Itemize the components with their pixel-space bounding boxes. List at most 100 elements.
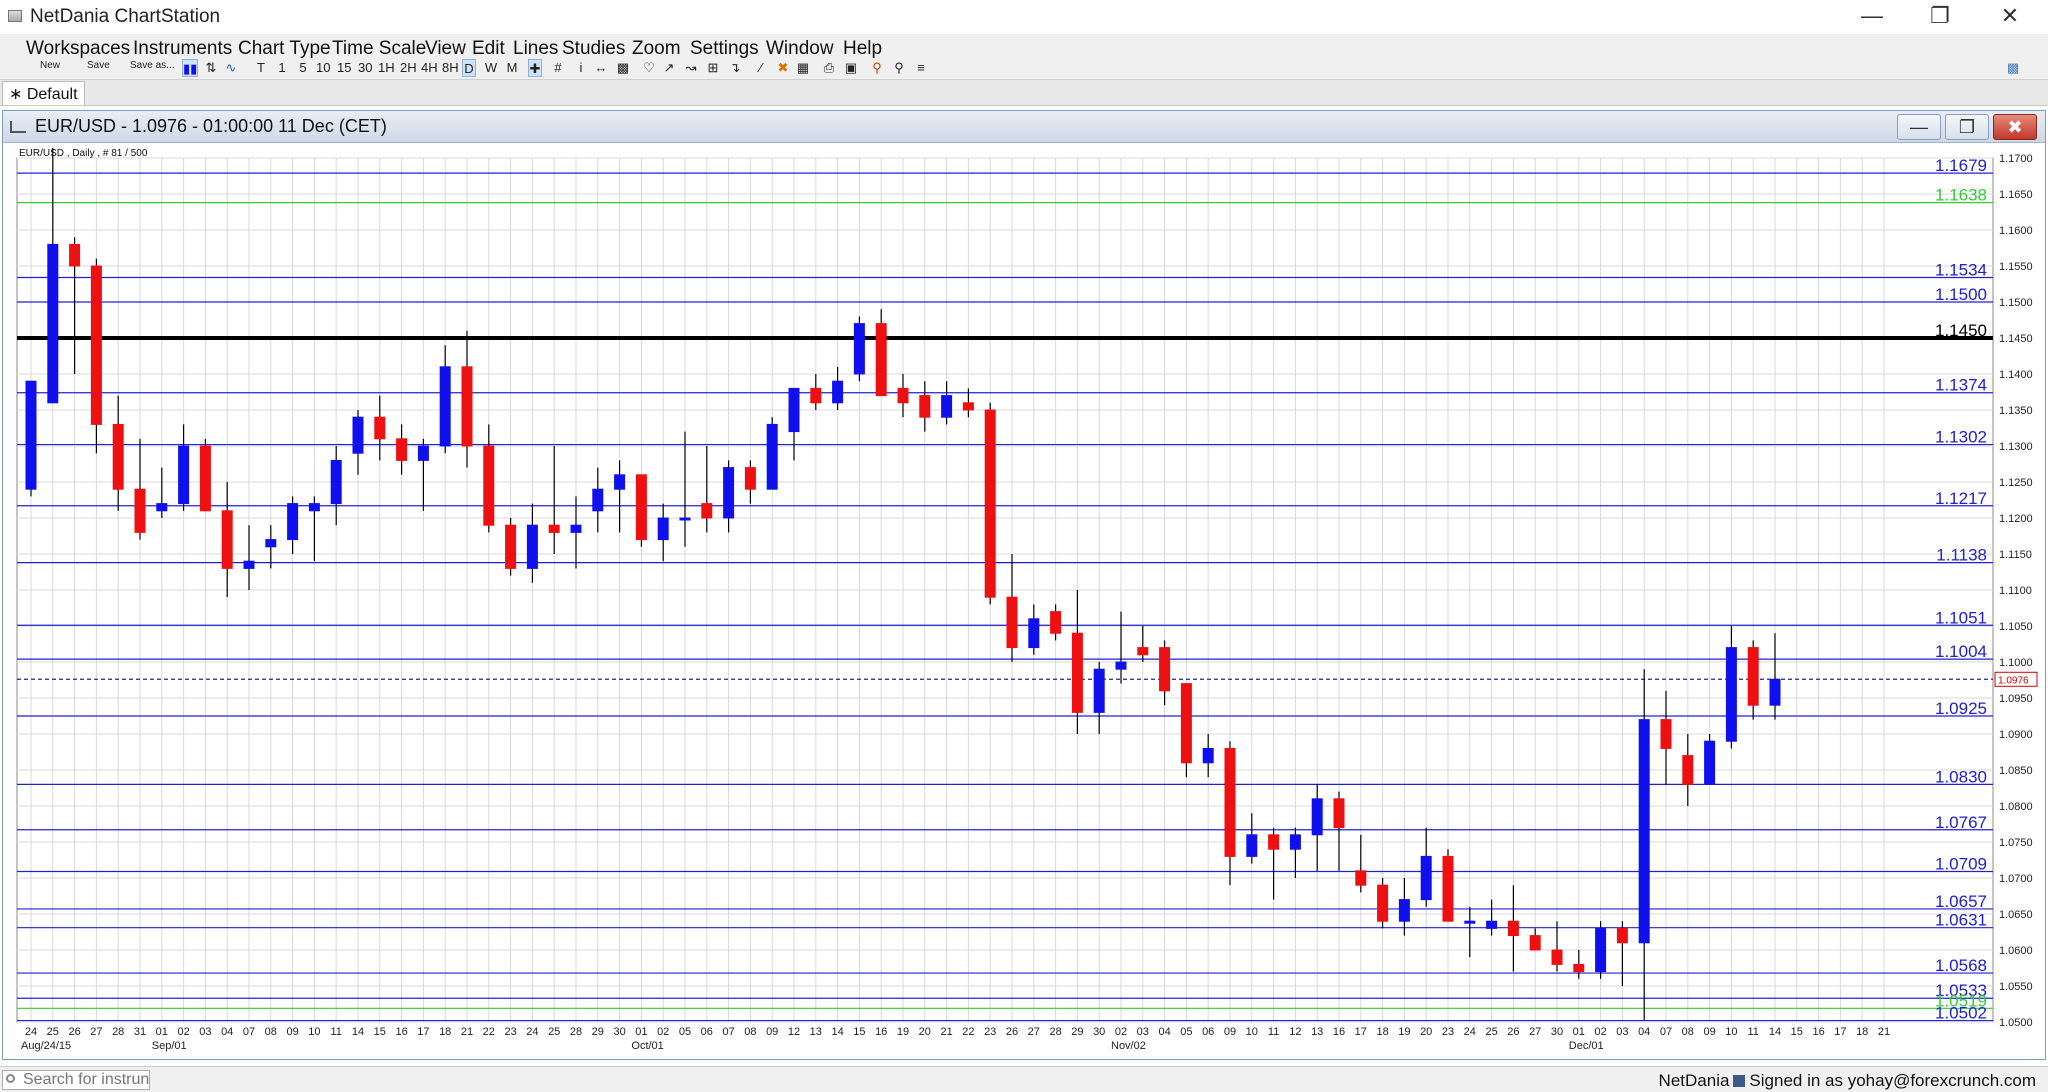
interval-30[interactable]: 30: [358, 60, 373, 75]
interval-2h[interactable]: 2H: [400, 60, 417, 75]
connection-status-icon: [1733, 1075, 1746, 1087]
arrow-tool-icon[interactable]: ↴: [729, 60, 741, 75]
brand-label: NetDania: [1658, 1071, 1730, 1090]
menu-workspaces[interactable]: Workspaces: [26, 38, 131, 59]
x-tick-label: 21: [461, 1026, 473, 1038]
interval-5[interactable]: 5: [299, 60, 307, 75]
candle-body: [505, 524, 517, 569]
info-icon[interactable]: i: [579, 60, 583, 75]
menu-instruments[interactable]: Instruments: [133, 38, 233, 59]
candle-body: [1638, 719, 1650, 944]
candle-body: [1704, 740, 1716, 785]
status-text: NetDania Signed in as yohay@forexcrunch.c…: [1659, 1071, 2036, 1091]
menu-studies[interactable]: Studies: [562, 38, 626, 59]
grid-icon[interactable]: #: [554, 60, 562, 75]
menu-lines[interactable]: Lines: [513, 38, 559, 59]
x-tick-label: 28: [1049, 1026, 1061, 1038]
price-chart[interactable]: 1.0500 1.0550 1.0600 1.0650 1.0700 1.0750 1.08…: [3, 144, 2045, 1060]
x-tick-label: 04: [221, 1026, 233, 1038]
menu-chart-type[interactable]: Chart Type: [238, 38, 331, 59]
candle-body: [47, 243, 59, 404]
x-tick-label: 27: [1028, 1026, 1040, 1038]
x-month-label: Oct/01: [631, 1040, 663, 1052]
y-tick-label: 1.0600: [1999, 945, 2033, 957]
interval-10[interactable]: 10: [316, 60, 331, 75]
candle-body: [1333, 798, 1345, 829]
trendline-icon[interactable]: ↗: [663, 60, 675, 75]
x-tick-label: 07: [243, 1026, 255, 1038]
candle-body: [679, 517, 691, 521]
interval-weekly[interactable]: W: [484, 60, 498, 75]
interval-tick[interactable]: T: [257, 60, 265, 75]
print-preview-icon[interactable]: ▣: [844, 60, 858, 75]
interval-1h[interactable]: 1H: [378, 60, 395, 75]
menu-settings[interactable]: Settings: [690, 38, 759, 59]
candle-body: [396, 438, 408, 461]
interval-monthly[interactable]: M: [506, 60, 518, 75]
draw-line-icon[interactable]: ∕: [759, 60, 763, 75]
level-label: 1.0767: [1935, 813, 1987, 832]
menu-view[interactable]: View: [425, 38, 466, 59]
candle-body: [962, 402, 974, 411]
zoom-in-icon[interactable]: ⚲: [872, 60, 882, 75]
menu-time-scale[interactable]: Time Scale: [332, 38, 427, 59]
candle-body: [657, 517, 669, 541]
channel-icon[interactable]: ↝: [685, 60, 697, 75]
x-tick-label: 30: [613, 1026, 625, 1038]
y-tick-label: 1.1350: [1999, 405, 2033, 417]
maximize-button[interactable]: ❐: [1930, 3, 1950, 28]
new-button[interactable]: New: [40, 60, 61, 71]
save-as-button[interactable]: Save as...: [130, 60, 175, 71]
bar-chart-icon[interactable]: ⇅: [205, 60, 217, 75]
menu-help[interactable]: Help: [843, 38, 883, 59]
fibonacci-icon[interactable]: ⊞: [707, 60, 719, 75]
panel-toggle-icon[interactable]: ▩: [2006, 60, 2020, 75]
interval-8h[interactable]: 8H: [442, 60, 459, 75]
delete-lines-icon[interactable]: ✖: [777, 60, 789, 75]
line-chart-icon[interactable]: ∿: [225, 60, 237, 75]
x-tick-label: 23: [984, 1026, 996, 1038]
interval-daily[interactable]: D: [462, 59, 476, 77]
candle-body: [875, 323, 887, 397]
interval-15[interactable]: 15: [337, 60, 352, 75]
instrument-search-input[interactable]: [2, 1070, 150, 1090]
properties-icon[interactable]: ▦: [796, 60, 810, 75]
zoom-out-icon[interactable]: ⚲: [894, 60, 904, 75]
y-tick-label: 1.1650: [1999, 189, 2033, 201]
x-tick-label: 03: [199, 1026, 211, 1038]
x-tick-label: 21: [940, 1026, 952, 1038]
candle-body: [1420, 855, 1432, 901]
candlestick-icon[interactable]: ▮▮: [182, 59, 199, 77]
minimize-button[interactable]: —: [1861, 3, 1883, 28]
candle-body: [941, 395, 953, 418]
save-button[interactable]: Save: [87, 60, 110, 71]
candle-body: [265, 539, 277, 548]
y-tick-label: 1.1250: [1999, 477, 2033, 489]
crosshair-icon[interactable]: ✚: [528, 59, 542, 77]
close-button[interactable]: ✕: [2000, 3, 2020, 28]
menu-zoom[interactable]: Zoom: [632, 38, 681, 59]
interval-1[interactable]: 1: [278, 60, 286, 75]
candle-body: [570, 524, 582, 533]
alert-bell-icon[interactable]: ♡: [643, 60, 655, 75]
tab-default[interactable]: ∗ Default: [2, 81, 85, 105]
menu-edit[interactable]: Edit: [472, 38, 505, 59]
zoom-reset-icon[interactable]: ≡: [917, 60, 925, 75]
x-tick-label: 18: [1376, 1026, 1388, 1038]
x-tick-label: 27: [90, 1026, 102, 1038]
x-tick-label: 06: [701, 1026, 713, 1038]
x-tick-label: 09: [1703, 1026, 1715, 1038]
chart-close-button[interactable]: ✖: [1993, 114, 2037, 140]
candle-body: [1246, 834, 1258, 857]
menu-window[interactable]: Window: [766, 38, 834, 59]
chart-minimize-button[interactable]: —: [1897, 114, 1941, 140]
volume-icon[interactable]: ▩: [616, 60, 630, 75]
candle-body: [635, 474, 647, 541]
candle-body: [178, 445, 190, 505]
scroll-icon[interactable]: ↔: [594, 60, 608, 75]
x-tick-label: 09: [1224, 1026, 1236, 1038]
interval-4h[interactable]: 4H: [421, 60, 438, 75]
candle-body: [461, 366, 473, 447]
print-icon[interactable]: ⎙: [823, 60, 835, 75]
chart-restore-button[interactable]: ❐: [1945, 114, 1989, 140]
